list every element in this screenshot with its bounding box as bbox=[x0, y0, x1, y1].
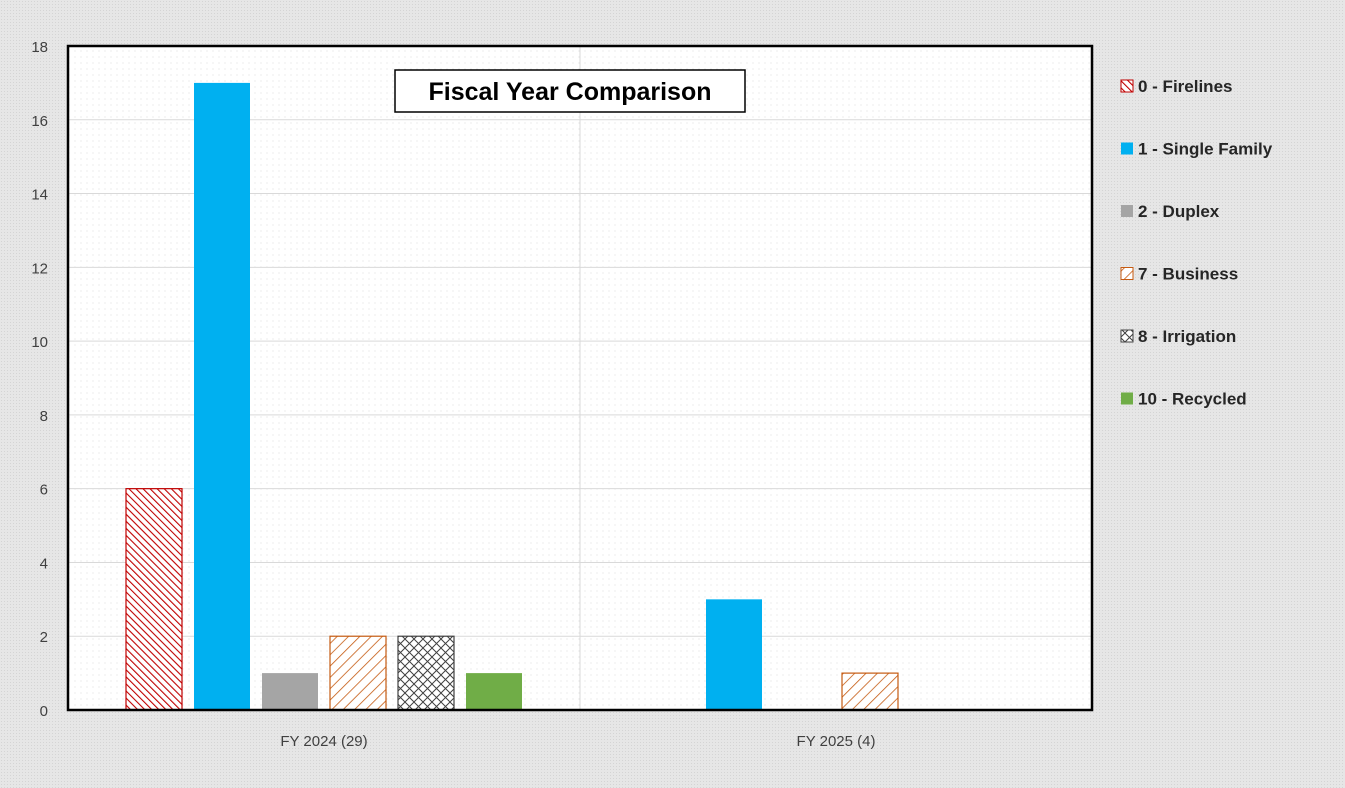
legend-item: 1 - Single Family bbox=[1121, 140, 1273, 159]
bar bbox=[125, 488, 183, 711]
plot-border bbox=[66, 44, 1094, 712]
legend-swatch bbox=[1120, 79, 1134, 93]
y-tick-label: 10 bbox=[31, 334, 48, 351]
legend-item: 8 - Irrigation bbox=[1120, 327, 1236, 346]
x-tick-label: FY 2024 (29) bbox=[280, 733, 367, 750]
bar bbox=[466, 673, 522, 710]
legend-item: 0 - Firelines bbox=[1120, 77, 1232, 96]
y-tick-label: 12 bbox=[31, 260, 48, 277]
bar bbox=[397, 635, 455, 711]
bar bbox=[841, 672, 899, 711]
bar bbox=[262, 673, 318, 710]
legend-label: 0 - Firelines bbox=[1138, 77, 1232, 96]
legend-item: 10 - Recycled bbox=[1121, 390, 1247, 409]
legend-swatch bbox=[1120, 267, 1134, 280]
y-tick-label: 2 bbox=[40, 629, 48, 646]
chart-title: Fiscal Year Comparison bbox=[429, 78, 712, 106]
legend-swatch bbox=[1120, 329, 1134, 343]
y-tick-label: 4 bbox=[40, 555, 48, 572]
bars bbox=[125, 82, 899, 711]
legend-item: 7 - Business bbox=[1120, 265, 1238, 284]
legend-item: 2 - Duplex bbox=[1121, 202, 1220, 221]
bar bbox=[706, 599, 762, 710]
bar bbox=[329, 635, 387, 711]
legend-label: 8 - Irrigation bbox=[1138, 327, 1236, 346]
chart-title-box: Fiscal Year Comparison bbox=[394, 69, 746, 113]
x-axis-ticks: FY 2024 (29) FY 2025 (4) bbox=[280, 733, 875, 750]
legend-swatch bbox=[1121, 205, 1133, 217]
legend-label: 10 - Recycled bbox=[1138, 390, 1247, 409]
legend-label: 7 - Business bbox=[1138, 265, 1238, 284]
x-tick-label: FY 2025 (4) bbox=[797, 733, 876, 750]
legend-label: 1 - Single Family bbox=[1138, 140, 1273, 159]
y-tick-label: 6 bbox=[40, 482, 48, 499]
y-tick-label: 0 bbox=[40, 703, 48, 720]
y-axis-ticks: 0 2 4 6 8 10 12 14 16 18 bbox=[31, 39, 48, 720]
y-tick-label: 18 bbox=[31, 39, 48, 56]
bar bbox=[194, 82, 250, 710]
y-tick-label: 14 bbox=[31, 187, 48, 204]
y-tick-label: 16 bbox=[31, 113, 48, 130]
legend: 0 - Firelines 1 - Single Family 2 - Duplex… bbox=[1120, 77, 1273, 409]
legend-swatch bbox=[1121, 392, 1133, 405]
legend-label: 2 - Duplex bbox=[1138, 202, 1220, 221]
y-tick-label: 8 bbox=[40, 408, 48, 425]
legend-swatch bbox=[1121, 142, 1133, 155]
